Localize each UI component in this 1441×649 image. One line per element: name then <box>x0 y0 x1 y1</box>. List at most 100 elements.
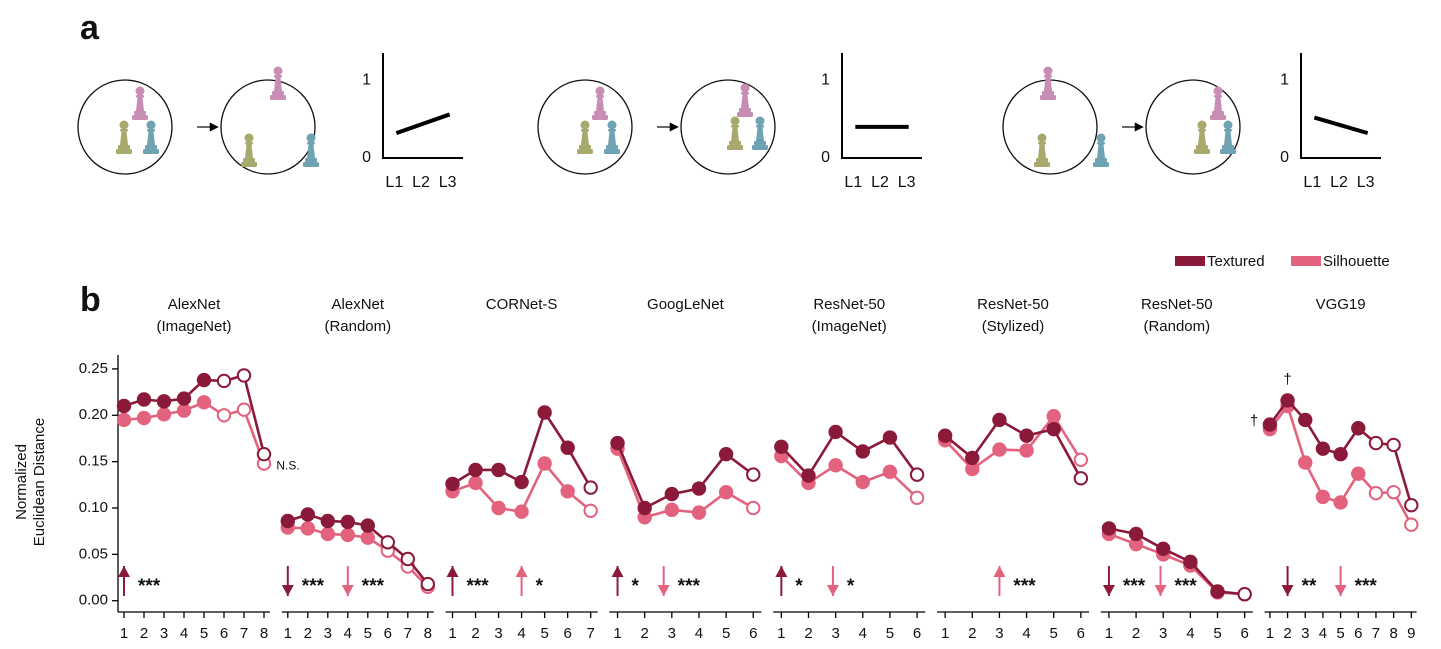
arrow-head <box>1282 585 1294 596</box>
point <box>693 482 705 494</box>
point <box>118 400 130 412</box>
x-tick-label: 9 <box>1407 625 1415 642</box>
x-tick-label: 3 <box>1159 625 1167 642</box>
annotation: † <box>1283 371 1291 388</box>
axis <box>1301 53 1381 158</box>
point <box>238 404 250 416</box>
axis <box>842 53 922 158</box>
point <box>1020 429 1032 441</box>
point <box>1299 414 1311 426</box>
point <box>469 464 481 476</box>
significance-stars: *** <box>467 576 490 597</box>
point <box>218 375 230 387</box>
point <box>362 531 374 543</box>
x-tick-label: 5 <box>1213 625 1221 642</box>
point <box>1211 585 1223 597</box>
page: {"panel_labels": ["a", "b"], "chart_data… <box>0 0 1441 649</box>
point <box>1370 437 1382 449</box>
y-tick-label: 0.00 <box>79 592 108 609</box>
point <box>857 476 869 488</box>
point <box>422 578 434 590</box>
x-tick-label: 2 <box>304 625 312 642</box>
point <box>322 528 334 540</box>
point <box>829 459 841 471</box>
significance-stars: * <box>536 576 544 597</box>
point <box>302 522 314 534</box>
pawns <box>116 67 1236 168</box>
subplot-title: AlexNet <box>332 296 385 313</box>
x-tick-label: L1 <box>844 174 862 191</box>
pawn <box>1040 67 1056 101</box>
point <box>515 506 527 518</box>
x-tick-label: 5 <box>200 625 208 642</box>
point <box>1075 472 1087 484</box>
point <box>1157 543 1169 555</box>
point <box>638 502 650 514</box>
point <box>1299 456 1311 468</box>
panel-label: b <box>80 281 101 319</box>
x-tick-label: 2 <box>1283 625 1291 642</box>
pawn <box>241 134 257 168</box>
y-tick-label: 0.15 <box>79 453 108 470</box>
x-tick-label: 1 <box>777 625 785 642</box>
point <box>198 396 210 408</box>
point <box>1130 528 1142 540</box>
subplot-title: GoogLeNet <box>647 296 725 313</box>
point <box>1103 522 1115 534</box>
arrow-head <box>1103 585 1115 596</box>
point <box>492 502 504 514</box>
x-tick-label: 6 <box>913 625 921 642</box>
point <box>1405 499 1417 511</box>
subplot-title: CORNet-S <box>486 296 558 313</box>
point <box>747 468 759 480</box>
arrow-head <box>516 566 528 577</box>
subplot-title: AlexNet <box>168 296 221 313</box>
point <box>561 442 573 454</box>
point <box>538 406 550 418</box>
y-axis-label: Normalized <box>13 444 30 520</box>
significance-stars: *** <box>1123 576 1146 597</box>
x-tick-label: 6 <box>749 625 757 642</box>
x-tick-label: 8 <box>1389 625 1397 642</box>
y-tick-label: 0 <box>1280 149 1289 166</box>
pawn <box>132 87 148 121</box>
x-tick-label: 5 <box>364 625 372 642</box>
legend-label: Textured <box>1207 253 1265 270</box>
point <box>911 492 923 504</box>
x-tick-label: 3 <box>494 625 502 642</box>
point <box>218 409 230 421</box>
x-tick-label: L3 <box>898 174 916 191</box>
x-tick-label: 8 <box>260 625 268 642</box>
significance-stars: *** <box>1013 576 1036 597</box>
subplot-title: (Stylized) <box>982 318 1045 335</box>
x-tick-label: L1 <box>1303 174 1321 191</box>
axis <box>383 53 463 158</box>
x-tick-label: 1 <box>284 625 292 642</box>
point <box>342 516 354 528</box>
arrow-head <box>993 566 1005 577</box>
significance-stars: *** <box>302 576 325 597</box>
x-tick-label: 3 <box>1301 625 1309 642</box>
point <box>118 414 130 426</box>
x-tick-label: 7 <box>587 625 595 642</box>
y-tick-label: 0.10 <box>79 499 108 516</box>
pawn <box>592 87 608 121</box>
point <box>939 429 951 441</box>
annotation: N.S. <box>276 458 299 472</box>
arrow-head <box>827 585 839 596</box>
x-tick-label: 1 <box>613 625 621 642</box>
point <box>993 414 1005 426</box>
legend-swatch <box>1291 256 1321 266</box>
x-tick-label: 1 <box>120 625 128 642</box>
point <box>1334 496 1346 508</box>
subplot-title: ResNet-50 <box>1141 296 1213 313</box>
significance-stars: ** <box>1302 576 1317 597</box>
point <box>611 437 623 449</box>
arrow-head <box>447 566 459 577</box>
point <box>775 441 787 453</box>
x-tick-label: 6 <box>220 625 228 642</box>
x-tick-label: 7 <box>1372 625 1380 642</box>
point <box>469 477 481 489</box>
point <box>138 412 150 424</box>
point <box>720 486 732 498</box>
